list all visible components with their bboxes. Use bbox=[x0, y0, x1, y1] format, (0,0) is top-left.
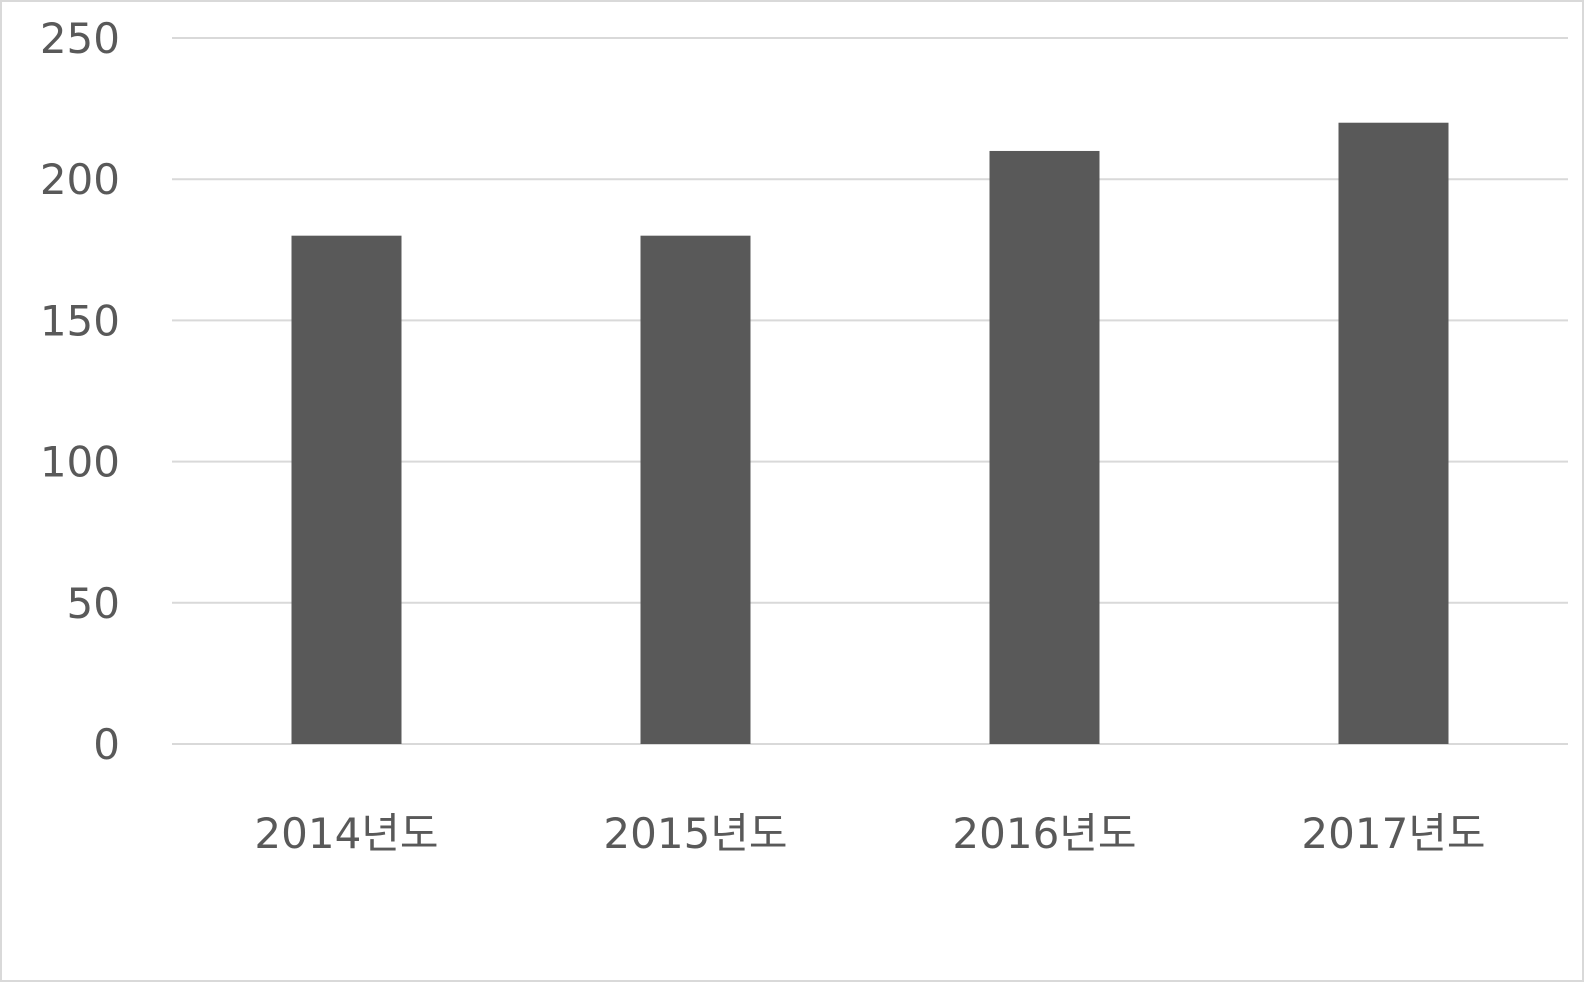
bar bbox=[640, 235, 751, 744]
bar bbox=[1338, 122, 1449, 745]
bar bbox=[291, 235, 402, 744]
y-tick-label: 150 bbox=[40, 296, 120, 345]
y-tick-label: 200 bbox=[40, 155, 120, 204]
y-axis-tick-labels: 0 50 100 150 200 250 bbox=[40, 14, 120, 769]
bar bbox=[989, 150, 1100, 744]
y-tick-label: 50 bbox=[67, 579, 120, 628]
gridlines bbox=[172, 37, 1568, 745]
bars bbox=[291, 122, 1449, 745]
x-category-label: 2015년도 bbox=[603, 809, 787, 858]
x-category-label: 2014년도 bbox=[254, 809, 438, 858]
x-axis-category-labels: 2014년도 2015년도 2016년도 2017년도 bbox=[254, 809, 1485, 858]
y-tick-label: 250 bbox=[40, 14, 120, 63]
x-category-label: 2016년도 bbox=[952, 809, 1136, 858]
x-category-label: 2017년도 bbox=[1301, 809, 1485, 858]
y-tick-label: 0 bbox=[93, 720, 120, 769]
y-tick-label: 100 bbox=[40, 438, 120, 487]
